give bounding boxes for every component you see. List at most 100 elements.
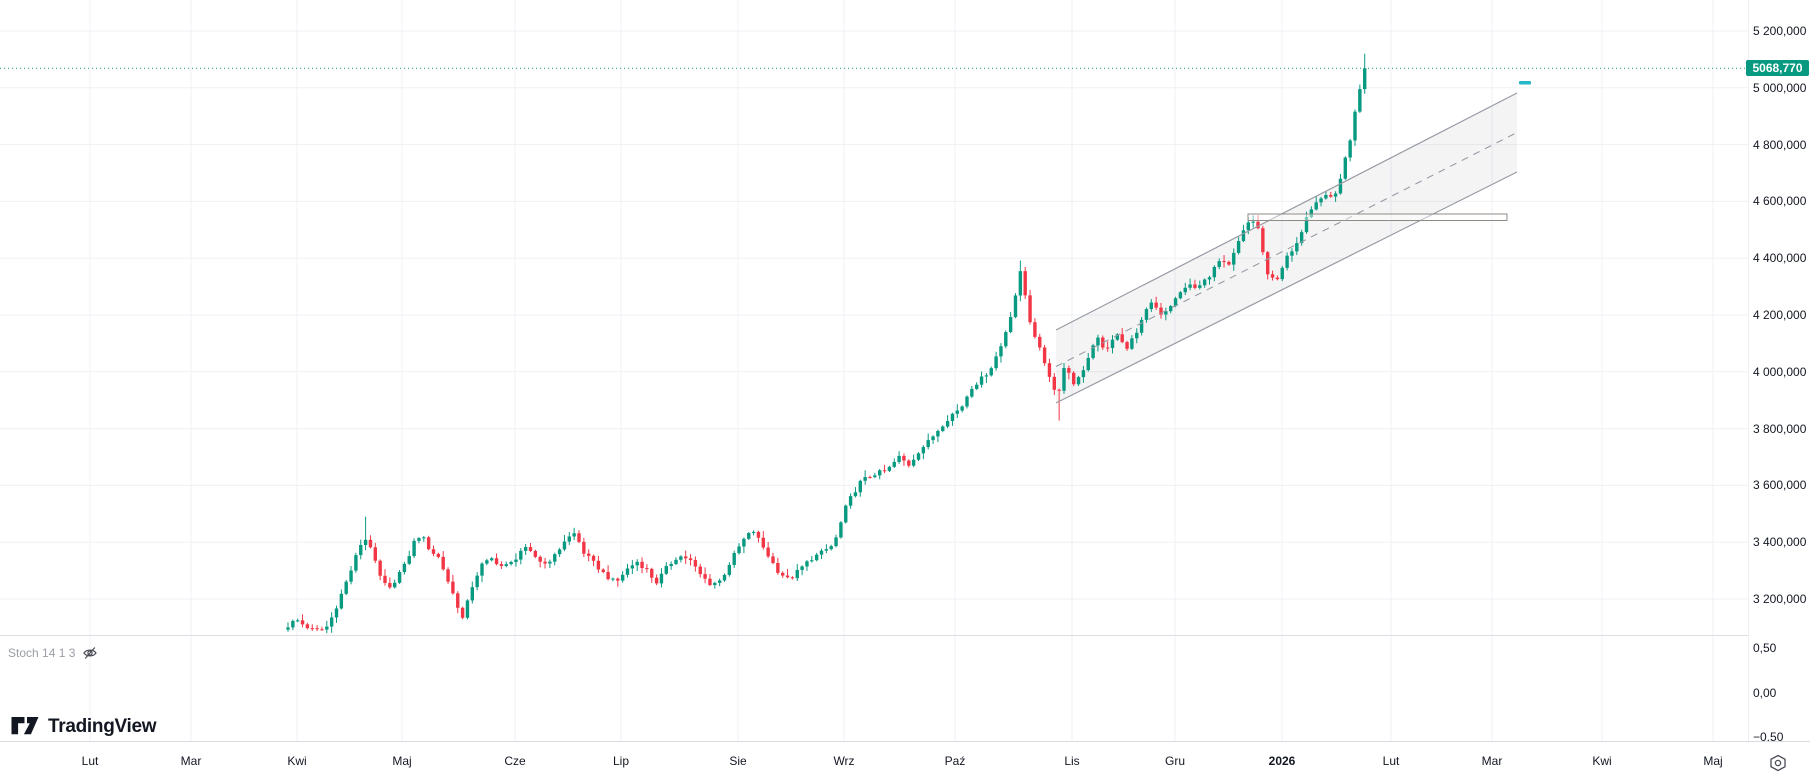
candle-body (1227, 261, 1231, 265)
candle-body (339, 593, 344, 609)
candle-body (373, 547, 377, 561)
candle-body (1120, 334, 1124, 343)
candle-body (732, 553, 736, 565)
candle-body (1173, 298, 1178, 307)
candle-body (562, 541, 567, 550)
candle-body (422, 537, 426, 539)
candle-body (1202, 279, 1207, 286)
candle-body (1207, 277, 1212, 280)
candle-body (916, 453, 921, 460)
candle-body (790, 577, 795, 579)
price-axis-label: 3 800,000 (1753, 421, 1807, 436)
candle-body (485, 560, 489, 564)
candle-body (509, 561, 513, 565)
price-axis-label: 4 600,000 (1753, 194, 1807, 209)
candle-body (805, 561, 809, 567)
scales-settings-icon[interactable] (1768, 754, 1788, 772)
candle-body (1042, 347, 1047, 364)
candle-body (897, 455, 901, 462)
candle-body (548, 561, 552, 564)
candle-body (480, 563, 484, 576)
candle-body (412, 540, 416, 557)
candle-body (334, 608, 339, 618)
horizontal-box-drawing[interactable] (1247, 213, 1508, 221)
pane-separator[interactable] (0, 635, 1748, 636)
candle-body (1130, 338, 1134, 349)
candle-body (1013, 295, 1018, 318)
candle-body (1154, 302, 1158, 308)
parallel-channel-median-line[interactable] (1055, 132, 1518, 367)
candle-body (640, 561, 644, 569)
parallel-channel-bottom-line[interactable] (1055, 171, 1518, 404)
candle-body (776, 563, 780, 573)
candle-body (960, 406, 964, 411)
tradingview-logo[interactable]: TradingView (10, 715, 157, 737)
candle-body (1256, 221, 1260, 229)
candle-body (490, 558, 494, 561)
candle-body (1246, 222, 1250, 231)
candle-body (1285, 255, 1289, 268)
candle-body (1338, 178, 1343, 194)
price-axis-label: 3 400,000 (1753, 535, 1807, 550)
price-projection-dash[interactable] (1519, 81, 1531, 85)
candle-body (616, 578, 620, 581)
time-scale-border (0, 741, 1810, 742)
candle-body (620, 574, 625, 581)
time-axis-month-label: Maj (392, 754, 412, 768)
candle-body (383, 575, 387, 583)
candle-body (1299, 232, 1304, 244)
candle-body (538, 556, 542, 562)
time-axis-month-label: Mar (180, 754, 202, 768)
indicator-axis-label: 0,00 (1753, 686, 1777, 700)
candle-body (941, 426, 945, 431)
candle-body (1033, 322, 1037, 337)
price-scale[interactable]: 5 200,000 5 000,000 4 800,000 4 600,000 4 40… (1748, 0, 1810, 743)
candle-body (882, 470, 887, 472)
candle-body (907, 460, 911, 466)
price-axis-label: 5 200,000 (1753, 24, 1807, 38)
candle-body (1159, 307, 1163, 315)
candle-body (926, 440, 930, 448)
candle-body (1193, 284, 1197, 288)
candle-body (1251, 221, 1255, 223)
candle-body (863, 477, 867, 481)
candle-body (1115, 334, 1120, 340)
time-axis-month-label: Lip (612, 754, 630, 768)
candle-body (800, 566, 804, 570)
candle-body (1343, 157, 1347, 179)
candle-body (635, 561, 639, 566)
candle-body (742, 538, 746, 547)
candle-body (577, 533, 581, 542)
candle-body (325, 626, 329, 630)
candle-body (625, 568, 630, 575)
candle-body (1139, 319, 1144, 333)
parallel-channel-top-line[interactable] (1055, 92, 1518, 331)
candle-body (674, 559, 678, 564)
candle-body (320, 629, 324, 631)
candle-body (606, 571, 610, 580)
candle-body (407, 556, 411, 564)
candle-body (650, 568, 654, 578)
candle-body (713, 582, 717, 586)
candle-body (1067, 368, 1071, 373)
candle-body (315, 628, 319, 630)
candle-body (979, 376, 984, 385)
parallel-channel-fill[interactable] (1056, 93, 1517, 403)
candle-body (1319, 198, 1323, 203)
visibility-off-icon[interactable] (82, 645, 99, 661)
candle-body (1295, 243, 1299, 252)
candle-body (727, 564, 732, 575)
price-axis-label: 4 000,000 (1753, 364, 1807, 379)
candle-body (766, 547, 770, 557)
candle-body (722, 574, 727, 581)
time-axis-month-label: Kwi (287, 754, 307, 768)
candle-body (393, 582, 397, 588)
candle-body (1358, 89, 1362, 112)
candle-body (359, 545, 363, 556)
time-scale[interactable]: Lut Mar Kwi Maj Cze Lip Sie Wrz Paź Lis Gru 2026 Lut… (0, 741, 1810, 781)
candle-body (839, 522, 843, 538)
candle-body (829, 546, 833, 550)
candlestick-chart[interactable] (0, 0, 1748, 741)
candle-body (1290, 251, 1294, 256)
candle-body (814, 554, 819, 561)
